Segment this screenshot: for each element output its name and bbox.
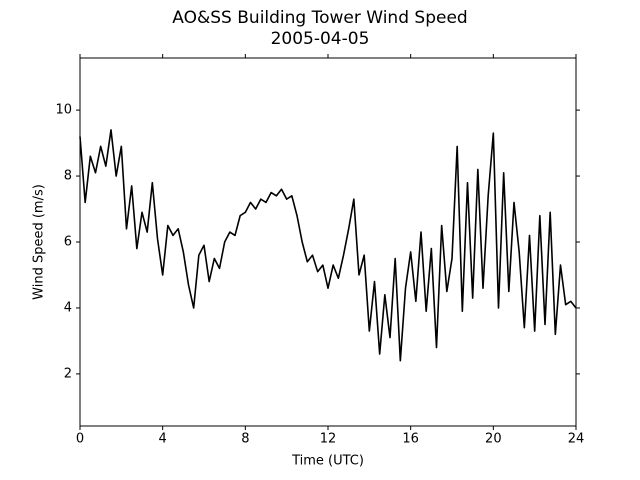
x-tick-label: 0 [76, 432, 84, 447]
x-tick-label: 8 [241, 432, 249, 447]
data-line [79, 129, 577, 362]
x-axis-label: Time (UTC) [291, 454, 364, 469]
y-tick-label: 2 [64, 366, 72, 381]
x-tick-label: 4 [159, 432, 167, 447]
chart-title: AO&SS Building Tower Wind Speed [172, 8, 467, 28]
x-tick-label: 20 [485, 432, 502, 447]
x-tick-label: 24 [568, 432, 585, 447]
y-tick-label: 8 [64, 169, 72, 184]
y-tick-label: 10 [55, 103, 72, 118]
y-tick-label: 6 [64, 235, 72, 250]
x-tick-label: 12 [320, 432, 337, 447]
y-tick-label: 4 [64, 300, 72, 315]
x-tick-label: 16 [402, 432, 419, 447]
y-axis-label: Wind Speed (m/s) [32, 184, 47, 300]
chart-subtitle: 2005-04-05 [271, 29, 370, 49]
